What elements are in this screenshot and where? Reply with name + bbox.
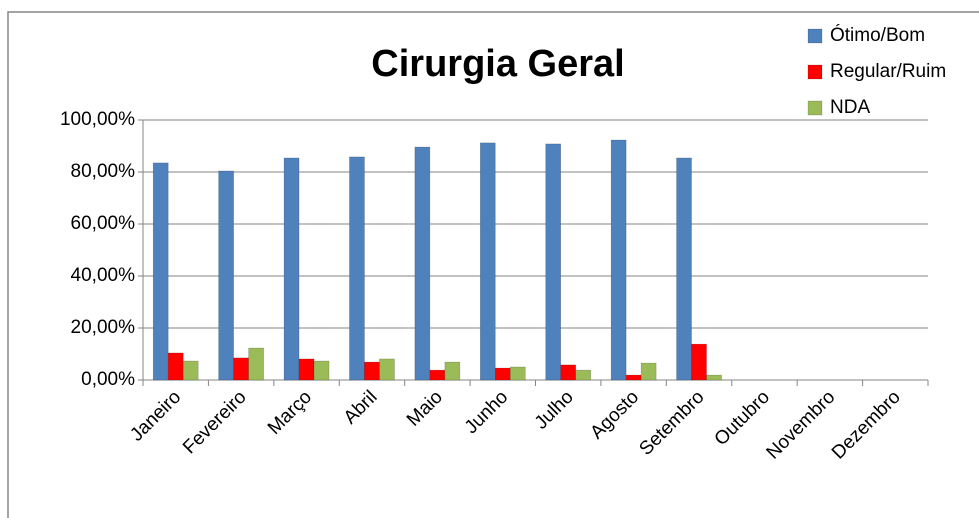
bar: [691, 343, 707, 381]
bar: [444, 361, 461, 381]
bar: [706, 374, 722, 381]
legend-label: Regular/Ruim: [830, 61, 946, 82]
chart-title: Cirurgia Geral: [371, 43, 624, 85]
bar: [625, 374, 642, 381]
bar: [283, 157, 300, 381]
y-tick-label: 20,00%: [71, 317, 136, 338]
bar: [494, 367, 511, 381]
bar: [298, 358, 315, 381]
bar: [152, 162, 169, 381]
bar: [560, 364, 577, 381]
bar: [479, 142, 496, 381]
bar: [379, 358, 395, 381]
bar: [364, 361, 380, 381]
bar: [248, 347, 264, 381]
bar: [676, 157, 692, 381]
bar: [545, 143, 562, 381]
legend-label: NDA: [830, 97, 870, 118]
bar: [575, 369, 592, 381]
y-tick-label: 100,00%: [60, 109, 135, 130]
y-tick-label: 0,00%: [81, 369, 135, 390]
bar: [640, 362, 657, 381]
bar: [610, 139, 627, 381]
bar: [349, 156, 365, 381]
legend-swatch: [807, 100, 823, 116]
bar: [182, 360, 199, 381]
bar: [218, 170, 234, 381]
y-tick-label: 80,00%: [71, 161, 136, 182]
legend-label: Ótimo/Bom: [830, 24, 925, 46]
bar: [313, 360, 330, 381]
bar: [414, 146, 431, 381]
legend-swatch: [807, 64, 823, 80]
y-tick-label: 40,00%: [71, 265, 136, 286]
legend-swatch: [807, 28, 823, 44]
bar: [233, 357, 249, 381]
bar: [429, 369, 446, 381]
bar: [509, 366, 526, 381]
bar: [167, 352, 184, 381]
y-tick-label: 60,00%: [71, 213, 136, 234]
